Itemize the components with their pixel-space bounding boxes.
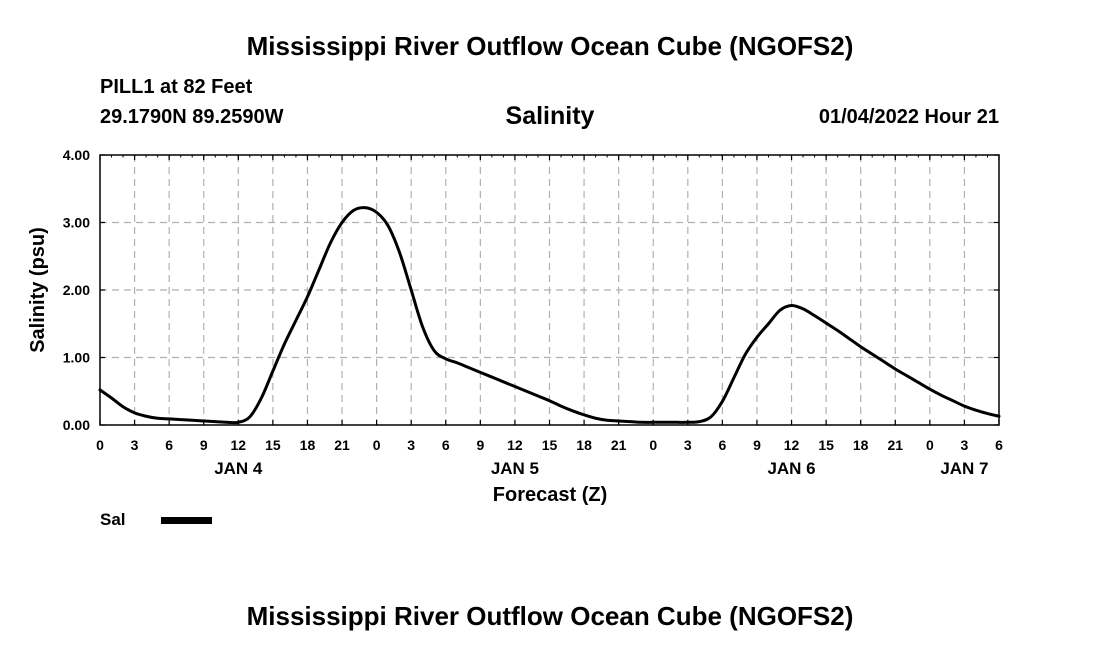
x-tick-label: 0 <box>96 437 104 453</box>
legend-line-sal <box>161 517 212 524</box>
x-tick-label: 3 <box>407 437 415 453</box>
x-tick-label: 6 <box>442 437 450 453</box>
x-tick-label: 18 <box>300 437 316 453</box>
forecast-datetime: 01/04/2022 Hour 21 <box>818 106 999 128</box>
y-tick-label: 1.00 <box>63 350 90 366</box>
y-tick-label: 3.00 <box>63 215 90 231</box>
axis-label-layer: 0 3 6 9 12 15 18 21 0 3 6 9 12 15 18 21 0 3 6 9 12 15 18 21 0 3 6 0… <box>63 147 1003 478</box>
y-tick-label: 4.00 <box>63 147 90 163</box>
x-tick-label: 12 <box>784 437 800 453</box>
x-tick-label: 0 <box>649 437 657 453</box>
x-tick-label: 12 <box>231 437 247 453</box>
x-tick-label: 18 <box>853 437 869 453</box>
x-axis-label: Forecast (Z) <box>493 484 607 506</box>
station-label: PILL1 at 82 Feet <box>100 76 253 98</box>
chart-title-top: Mississippi River Outflow Ocean Cube (NG… <box>246 31 854 61</box>
grid-layer <box>100 155 999 425</box>
x-tick-label: 3 <box>131 437 139 453</box>
x-tick-label: 9 <box>200 437 208 453</box>
x-tick-label: 9 <box>753 437 761 453</box>
series-line-sal <box>98 206 1001 425</box>
y-tick-label: 0.00 <box>63 417 90 433</box>
x-tick-label: 6 <box>995 437 1003 453</box>
x-tick-label: 15 <box>265 437 281 453</box>
x-date-label: JAN 5 <box>491 459 539 478</box>
x-tick-label: 0 <box>373 437 381 453</box>
x-tick-label: 21 <box>887 437 903 453</box>
y-tick-label: 2.00 <box>63 282 90 298</box>
legend-label-sal: Sal <box>100 510 126 529</box>
x-tick-label: 21 <box>334 437 350 453</box>
x-tick-label: 12 <box>507 437 523 453</box>
salinity-chart: 0 3 6 9 12 15 18 21 0 3 6 9 12 15 18 21 0 3 6 9 12 15 18 21 0 3 6 0… <box>27 147 1003 506</box>
x-tick-label: 6 <box>718 437 726 453</box>
station-coordinates: 29.1790N 89.2590W <box>100 106 284 128</box>
x-date-label: JAN 7 <box>940 459 988 478</box>
variable-title: Salinity <box>505 102 595 130</box>
x-tick-label: 15 <box>818 437 834 453</box>
x-tick-label: 3 <box>961 437 969 453</box>
x-tick-label: 9 <box>476 437 484 453</box>
chart-title-bottom: Mississippi River Outflow Ocean Cube (NG… <box>246 601 854 631</box>
x-date-label: JAN 4 <box>214 459 263 478</box>
x-tick-label: 3 <box>684 437 692 453</box>
x-date-label: JAN 6 <box>767 459 815 478</box>
x-tick-label: 15 <box>542 437 558 453</box>
tick-layer <box>99 154 1000 426</box>
y-axis-label: Salinity (psu) <box>27 227 49 353</box>
x-tick-label: 6 <box>165 437 173 453</box>
x-tick-label: 0 <box>926 437 934 453</box>
x-tick-label: 18 <box>576 437 592 453</box>
x-tick-label: 21 <box>611 437 627 453</box>
